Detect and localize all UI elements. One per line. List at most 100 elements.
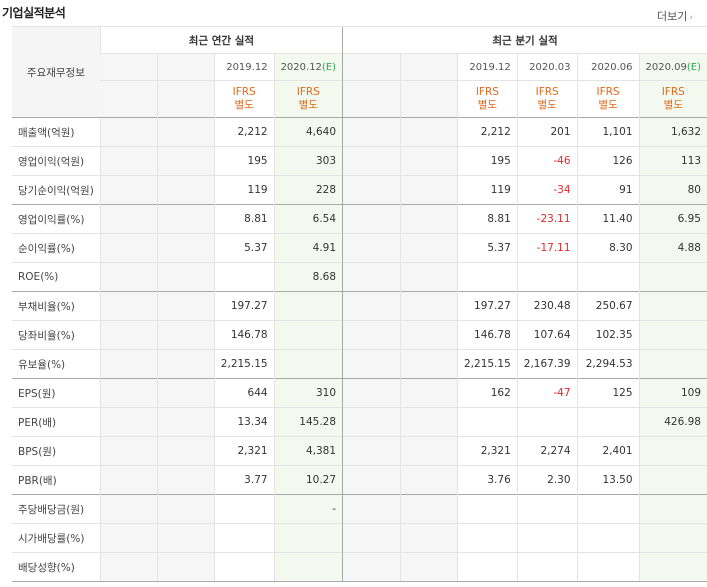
annual-value-cell: 145.28 xyxy=(273,407,343,437)
chevron-right-icon: › xyxy=(689,13,693,23)
quarter-value-cell: 102.35 xyxy=(576,320,640,350)
quarter-value-cell: 6.95 xyxy=(638,204,707,234)
annual-value-cell xyxy=(99,262,158,292)
quarter-value-cell: 125 xyxy=(576,378,640,408)
row-label: 시가배당률(%) xyxy=(12,523,101,553)
quarter-value-cell: 230.48 xyxy=(516,291,578,321)
row-label: 부채비율(%) xyxy=(12,291,101,321)
annual-value-cell xyxy=(156,233,215,263)
ifrs-badge xyxy=(156,80,215,118)
annual-period-header: 2020.12(E) xyxy=(273,53,343,81)
quarter-period-header: 2019.12 xyxy=(457,53,518,81)
quarter-value-cell: 1,632 xyxy=(638,117,707,147)
quarter-period-header: 2020.06 xyxy=(576,53,640,81)
row-label: EPS(원) xyxy=(12,378,101,408)
row-label: BPS(원) xyxy=(12,436,101,466)
quarter-value-cell: 2,401 xyxy=(576,436,640,466)
quarter-value-cell: 119 xyxy=(457,175,518,205)
quarter-value-cell xyxy=(576,494,640,524)
quarter-value-cell xyxy=(638,262,707,292)
quarter-value-cell xyxy=(576,262,640,292)
quarter-value-cell xyxy=(400,117,458,147)
quarter-value-cell xyxy=(342,378,401,408)
table-row: PER(배) 13.34 145.28 426.98 xyxy=(12,407,707,437)
annual-value-cell xyxy=(99,146,158,176)
quarter-value-cell xyxy=(342,175,401,205)
row-label: ROE(%) xyxy=(12,262,101,292)
quarter-period-header: 2020.09(E) xyxy=(638,53,707,81)
annual-period-header: 2019.12 xyxy=(213,53,275,81)
quarter-period-label: 2020.03 xyxy=(529,61,571,73)
annual-value-cell xyxy=(156,494,215,524)
annual-value-cell: - xyxy=(273,494,343,524)
annual-value-cell: 195 xyxy=(213,146,275,176)
quarter-value-cell: 162 xyxy=(457,378,518,408)
quarter-value-cell xyxy=(457,494,518,524)
annual-value-cell xyxy=(156,349,215,379)
annual-group-header: 최근 연간 실적 xyxy=(99,26,343,54)
quarter-value-cell xyxy=(576,523,640,553)
estimate-marker: (E) xyxy=(321,61,337,73)
quarter-period-header xyxy=(342,53,401,81)
row-label: 주당배당금(원) xyxy=(12,494,101,524)
quarter-value-cell xyxy=(516,262,578,292)
quarter-value-cell xyxy=(342,146,401,176)
annual-value-cell xyxy=(213,262,275,292)
ifrs-type-label: 별도 xyxy=(663,99,683,111)
annual-value-cell xyxy=(99,494,158,524)
quarter-value-cell: 13.50 xyxy=(576,465,640,495)
quarter-value-cell xyxy=(457,552,518,582)
quarter-value-cell xyxy=(342,552,401,582)
quarter-value-cell xyxy=(400,494,458,524)
table-row: 당기순이익(억원) 119 228 119 -34 91 80 xyxy=(12,175,707,205)
ifrs-type-label: 별도 xyxy=(234,99,254,111)
ifrs-type-label: 별도 xyxy=(477,99,498,111)
annual-value-cell: 3.77 xyxy=(213,465,275,495)
ifrs-badge: IFRS 별도 xyxy=(457,80,518,118)
quarter-value-cell xyxy=(457,523,518,553)
quarter-value-cell xyxy=(516,552,578,582)
annual-value-cell: 5.37 xyxy=(213,233,275,263)
financial-table: 주요재무정보 최근 연간 실적 최근 분기 실적 2019.12 2020.12(… xyxy=(12,26,707,582)
quarter-value-cell: 11.40 xyxy=(576,204,640,234)
annual-value-cell: 228 xyxy=(273,175,343,205)
section-title: 기업실적분석 xyxy=(2,6,66,20)
annual-value-cell: 10.27 xyxy=(273,465,343,495)
annual-period-header xyxy=(100,53,158,81)
annual-value-cell xyxy=(156,204,215,234)
quarter-value-cell xyxy=(400,262,458,292)
quarter-value-cell xyxy=(342,117,401,147)
more-link[interactable]: 더보기 › xyxy=(657,8,693,24)
quarter-value-cell: 5.37 xyxy=(457,233,518,263)
quarter-value-cell: 3.76 xyxy=(457,465,518,495)
ifrs-badge xyxy=(342,80,401,118)
quarter-value-cell: -47 xyxy=(516,378,578,408)
quarter-period-label: 2020.09 xyxy=(645,61,687,73)
quarter-value-cell: 250.67 xyxy=(576,291,640,321)
quarter-value-cell: 91 xyxy=(576,175,640,205)
quarter-value-cell xyxy=(400,291,458,321)
ifrs-label: IFRS xyxy=(596,86,620,98)
annual-value-cell xyxy=(99,349,158,379)
quarter-value-cell: 201 xyxy=(516,117,578,147)
quarter-value-cell xyxy=(400,436,458,466)
quarter-value-cell: 80 xyxy=(638,175,707,205)
annual-value-cell: 6.54 xyxy=(273,204,343,234)
quarter-value-cell xyxy=(638,523,707,553)
quarter-value-cell xyxy=(638,291,707,321)
quarter-value-cell xyxy=(342,523,401,553)
table-row: 영업이익률(%) 8.81 6.54 8.81 -23.11 11.40 6.95 xyxy=(12,204,707,234)
annual-value-cell xyxy=(213,523,275,553)
annual-value-cell xyxy=(156,320,215,350)
table-row: 영업이익(억원) 195 303 195 -46 126 113 xyxy=(12,146,707,176)
quarter-value-cell: 113 xyxy=(638,146,707,176)
annual-period-label: 2019.12 xyxy=(226,61,268,73)
quarter-value-cell: 426.98 xyxy=(638,407,707,437)
annual-value-cell xyxy=(213,552,275,582)
quarter-value-cell: -23.11 xyxy=(516,204,578,234)
row-label: 매출액(억원) xyxy=(12,117,101,147)
quarter-value-cell xyxy=(400,146,458,176)
annual-value-cell xyxy=(156,436,215,466)
quarter-value-cell: 8.30 xyxy=(576,233,640,263)
annual-value-cell xyxy=(156,146,215,176)
